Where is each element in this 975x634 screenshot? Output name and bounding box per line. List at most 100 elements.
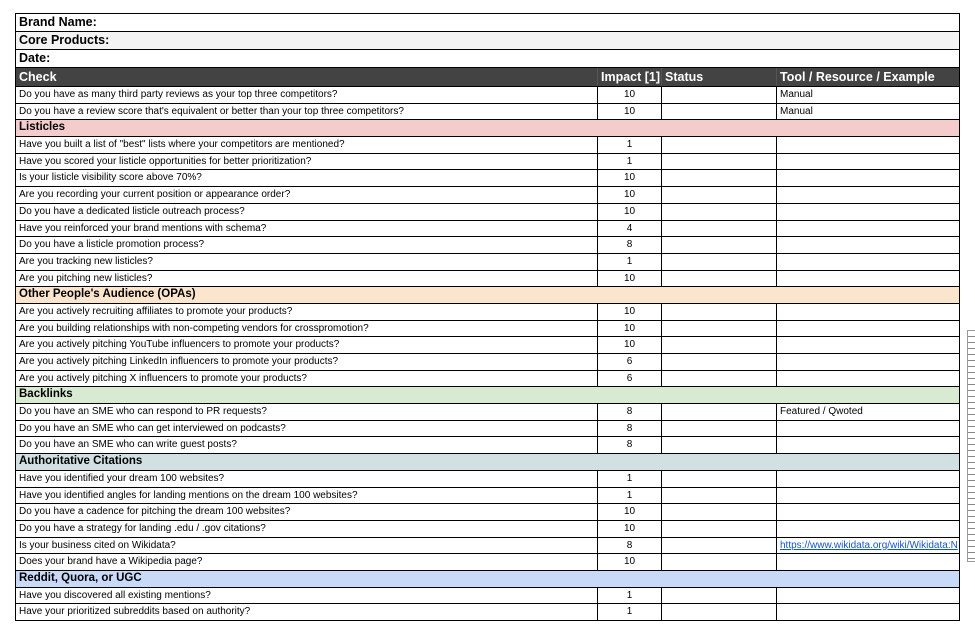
status-cell[interactable] bbox=[661, 170, 776, 187]
tool-cell[interactable] bbox=[776, 170, 959, 187]
tool-cell[interactable] bbox=[776, 320, 959, 337]
tool-cell[interactable] bbox=[776, 370, 959, 387]
impact-cell[interactable]: 8 bbox=[597, 420, 661, 437]
tool-cell[interactable] bbox=[776, 253, 959, 270]
tool-cell[interactable] bbox=[776, 554, 959, 570]
status-cell[interactable] bbox=[661, 587, 776, 604]
tool-cell[interactable] bbox=[776, 520, 959, 537]
tool-cell[interactable] bbox=[776, 153, 959, 170]
impact-cell[interactable]: 10 bbox=[597, 320, 661, 337]
tool-cell[interactable] bbox=[776, 137, 959, 153]
core-products-row[interactable]: Core Products: bbox=[16, 32, 959, 50]
tool-cell[interactable] bbox=[776, 303, 959, 320]
tool-cell[interactable]: Manual bbox=[776, 87, 959, 103]
tool-cell[interactable] bbox=[776, 587, 959, 604]
impact-cell[interactable]: 6 bbox=[597, 370, 661, 387]
check-cell[interactable]: Do you have a review score that's equiva… bbox=[19, 105, 404, 117]
status-cell[interactable] bbox=[661, 337, 776, 353]
check-cell[interactable]: Do you have a listicle promotion process… bbox=[19, 239, 205, 251]
status-cell[interactable] bbox=[661, 520, 776, 537]
impact-cell[interactable]: 8 bbox=[597, 404, 661, 420]
tool-cell[interactable] bbox=[776, 203, 959, 220]
tool-cell[interactable] bbox=[776, 437, 959, 454]
wikidata-link[interactable]: https://www.wikidata.org/wiki/Wikidata:N bbox=[780, 539, 958, 551]
status-cell[interactable] bbox=[661, 270, 776, 287]
status-cell[interactable] bbox=[661, 470, 776, 487]
status-cell[interactable] bbox=[661, 220, 776, 237]
check-cell[interactable]: Are you actively pitching LinkedIn influ… bbox=[19, 356, 339, 367]
page-thumbnail[interactable] bbox=[967, 330, 975, 562]
impact-cell[interactable]: 10 bbox=[597, 520, 661, 537]
status-cell[interactable] bbox=[661, 554, 776, 570]
tool-cell[interactable] bbox=[776, 354, 959, 370]
impact-cell[interactable]: 10 bbox=[597, 270, 661, 287]
check-cell[interactable]: Have you identified your dream 100 websi… bbox=[19, 472, 225, 484]
check-cell[interactable]: Have you scored your listicle opportunit… bbox=[19, 155, 312, 167]
tool-cell[interactable] bbox=[776, 337, 959, 353]
check-cell[interactable]: Are you tracking new listicles? bbox=[19, 255, 153, 267]
impact-cell[interactable]: 1 bbox=[597, 604, 661, 620]
impact-cell[interactable]: 1 bbox=[597, 253, 661, 270]
check-cell[interactable]: Are you building relationships with non-… bbox=[19, 322, 369, 334]
status-cell[interactable] bbox=[661, 153, 776, 170]
tool-cell[interactable] bbox=[776, 504, 959, 520]
status-cell[interactable] bbox=[661, 487, 776, 504]
tool-cell[interactable] bbox=[776, 420, 959, 437]
status-cell[interactable] bbox=[661, 87, 776, 103]
tool-cell[interactable] bbox=[776, 604, 959, 620]
status-cell[interactable] bbox=[661, 420, 776, 437]
check-cell[interactable]: Are you recording your current position … bbox=[19, 189, 291, 201]
brand-name-row[interactable]: Brand Name: bbox=[16, 14, 959, 32]
impact-cell[interactable]: 10 bbox=[597, 170, 661, 187]
date-row[interactable]: Date: bbox=[16, 50, 959, 68]
impact-cell[interactable]: 10 bbox=[597, 187, 661, 203]
check-cell[interactable]: Have you reinforced your brand mentions … bbox=[19, 222, 267, 234]
status-cell[interactable] bbox=[661, 604, 776, 620]
impact-cell[interactable]: 10 bbox=[597, 337, 661, 353]
status-cell[interactable] bbox=[661, 370, 776, 387]
impact-cell[interactable]: 1 bbox=[597, 137, 661, 153]
check-cell[interactable]: Are you pitching new listicles? bbox=[19, 272, 153, 284]
impact-cell[interactable]: 1 bbox=[597, 587, 661, 604]
status-cell[interactable] bbox=[661, 404, 776, 420]
check-cell[interactable]: Do you have an SME who can get interview… bbox=[19, 422, 286, 434]
check-cell[interactable]: Have your prioritized subreddits based o… bbox=[19, 606, 251, 618]
impact-cell[interactable]: 1 bbox=[597, 470, 661, 487]
check-cell[interactable]: Does your brand have a Wikipedia page? bbox=[19, 556, 203, 568]
tool-cell[interactable] bbox=[776, 487, 959, 504]
impact-cell[interactable]: 10 bbox=[597, 504, 661, 520]
impact-cell[interactable]: 10 bbox=[597, 554, 661, 570]
status-cell[interactable] bbox=[661, 187, 776, 203]
check-cell[interactable]: Do you have an SME who can respond to PR… bbox=[19, 406, 267, 418]
status-cell[interactable] bbox=[661, 537, 776, 554]
check-cell[interactable]: Do you have a dedicated listicle outreac… bbox=[19, 205, 245, 217]
status-cell[interactable] bbox=[661, 437, 776, 454]
impact-cell[interactable]: 4 bbox=[597, 220, 661, 237]
tool-cell[interactable]: Featured / Qwoted bbox=[776, 404, 959, 420]
status-cell[interactable] bbox=[661, 203, 776, 220]
impact-cell[interactable]: 8 bbox=[597, 237, 661, 253]
impact-cell[interactable]: 10 bbox=[597, 103, 661, 120]
tool-cell[interactable] bbox=[776, 470, 959, 487]
tool-cell[interactable] bbox=[776, 270, 959, 287]
tool-cell[interactable]: https://www.wikidata.org/wiki/Wikidata:N bbox=[776, 537, 959, 554]
check-cell[interactable]: Have you identified angles for landing m… bbox=[19, 489, 358, 501]
impact-cell[interactable]: 1 bbox=[597, 487, 661, 504]
status-cell[interactable] bbox=[661, 103, 776, 120]
impact-cell[interactable]: 6 bbox=[597, 354, 661, 370]
tool-cell[interactable] bbox=[776, 220, 959, 237]
status-cell[interactable] bbox=[661, 354, 776, 370]
check-cell[interactable]: Do you have as many third party reviews … bbox=[19, 89, 338, 100]
impact-cell[interactable]: 8 bbox=[597, 437, 661, 454]
check-cell[interactable]: Do you have a strategy for landing .edu … bbox=[19, 522, 266, 534]
impact-cell[interactable]: 8 bbox=[597, 537, 661, 554]
tool-cell[interactable] bbox=[776, 237, 959, 253]
tool-cell[interactable]: Manual bbox=[776, 103, 959, 120]
status-cell[interactable] bbox=[661, 253, 776, 270]
check-cell[interactable]: Do you have a cadence for pitching the d… bbox=[19, 506, 291, 518]
status-cell[interactable] bbox=[661, 504, 776, 520]
check-cell[interactable]: Do you have an SME who can write guest p… bbox=[19, 439, 237, 451]
check-cell[interactable]: Is your listicle visibility score above … bbox=[19, 172, 202, 184]
check-cell[interactable]: Are you actively recruiting affiliates t… bbox=[19, 305, 293, 317]
status-cell[interactable] bbox=[661, 320, 776, 337]
